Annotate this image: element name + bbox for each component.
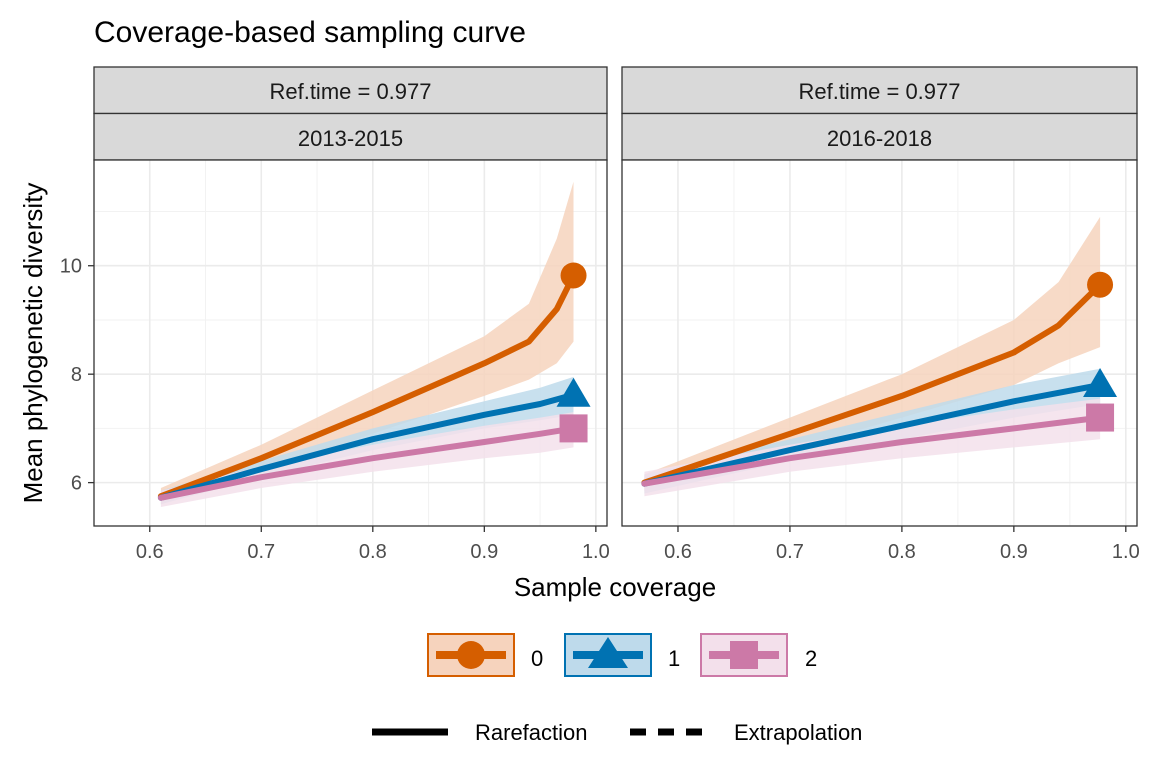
strip-label-ref-time: Ref.time = 0.977 xyxy=(269,79,431,104)
rarefaction-line-order-2 xyxy=(641,414,1104,487)
x-tick-label: 0.6 xyxy=(664,541,692,563)
rarefaction-line-order-2 xyxy=(157,425,577,501)
strip-bottom-box xyxy=(93,112,608,161)
x-tick-label: 0.8 xyxy=(359,541,387,563)
endpoint-marker-order-2 xyxy=(559,414,588,443)
strip-label-ref-time: Ref.time = 0.977 xyxy=(798,79,960,104)
legend-method: Rarefaction Extrapolation xyxy=(372,720,862,745)
y-tick-label: 6 xyxy=(71,473,82,495)
x-tick-label: 0.7 xyxy=(776,541,804,563)
y-tick-label: 10 xyxy=(60,256,82,278)
confidence-band-order-0 xyxy=(160,181,574,505)
x-tick-label: 0.9 xyxy=(1000,541,1028,563)
legend-label-rarefaction: Rarefaction xyxy=(475,720,588,745)
strip-top-box xyxy=(93,66,608,115)
legend-square-marker xyxy=(730,641,758,669)
legend-order: 0 1 2 xyxy=(427,633,817,677)
endpoint-marker-order-1 xyxy=(1083,368,1118,398)
legend-item-order-2: 2 xyxy=(700,633,817,677)
panel-border xyxy=(93,159,608,527)
strip-top-box xyxy=(621,66,1138,115)
legend-triangle-marker xyxy=(588,637,628,668)
y-axis-label: Mean phylogenetic diversity xyxy=(18,183,48,504)
rarefaction-line-order-1 xyxy=(641,382,1104,487)
rarefaction-line-order-0 xyxy=(157,272,577,500)
endpoint-marker-order-0 xyxy=(1087,271,1114,298)
x-tick-label: 0.8 xyxy=(888,541,916,563)
x-tick-label: 0.9 xyxy=(470,541,498,563)
legend-circle-marker xyxy=(457,641,485,669)
legend-label-order-2: 2 xyxy=(805,646,817,671)
strip-bottom-box xyxy=(621,112,1138,161)
endpoint-marker-order-1 xyxy=(556,377,591,407)
strip-label-period: 2013-2015 xyxy=(298,126,403,151)
chart-title: Coverage-based sampling curve xyxy=(94,16,526,49)
legend-label-extrapolation: Extrapolation xyxy=(734,720,862,745)
endpoint-marker-order-2 xyxy=(1086,403,1115,432)
panel-2: Ref.time = 0.977 2016-2018 0.6 0.7 0.8 0.9 1.0 xyxy=(621,66,1140,563)
legend-item-order-1: 1 xyxy=(564,633,680,677)
endpoint-marker-order-0 xyxy=(560,262,587,289)
strip-label-period: 2016-2018 xyxy=(827,126,932,151)
rarefaction-line-order-1 xyxy=(157,391,577,501)
x-tick-label: 0.7 xyxy=(247,541,275,563)
panels: Ref.time = 0.977 2013-2015 0.6 0.7 0.8 0.9 1.0… xyxy=(60,66,1140,563)
x-tick-label: 0.6 xyxy=(136,541,164,563)
x-tick-label: 1.0 xyxy=(1112,541,1140,563)
y-tick-label: 8 xyxy=(71,364,82,386)
rarefaction-line-order-0 xyxy=(641,281,1104,486)
legend-label-order-0: 0 xyxy=(531,646,543,671)
x-axis-label: Sample coverage xyxy=(514,572,716,602)
panel-1: Ref.time = 0.977 2013-2015 0.6 0.7 0.8 0.9 1.0… xyxy=(60,66,610,563)
panel-border xyxy=(621,159,1138,527)
legend-label-order-1: 1 xyxy=(668,646,680,671)
x-tick-label: 1.0 xyxy=(582,541,610,563)
legend-item-order-0: 0 xyxy=(427,633,543,677)
